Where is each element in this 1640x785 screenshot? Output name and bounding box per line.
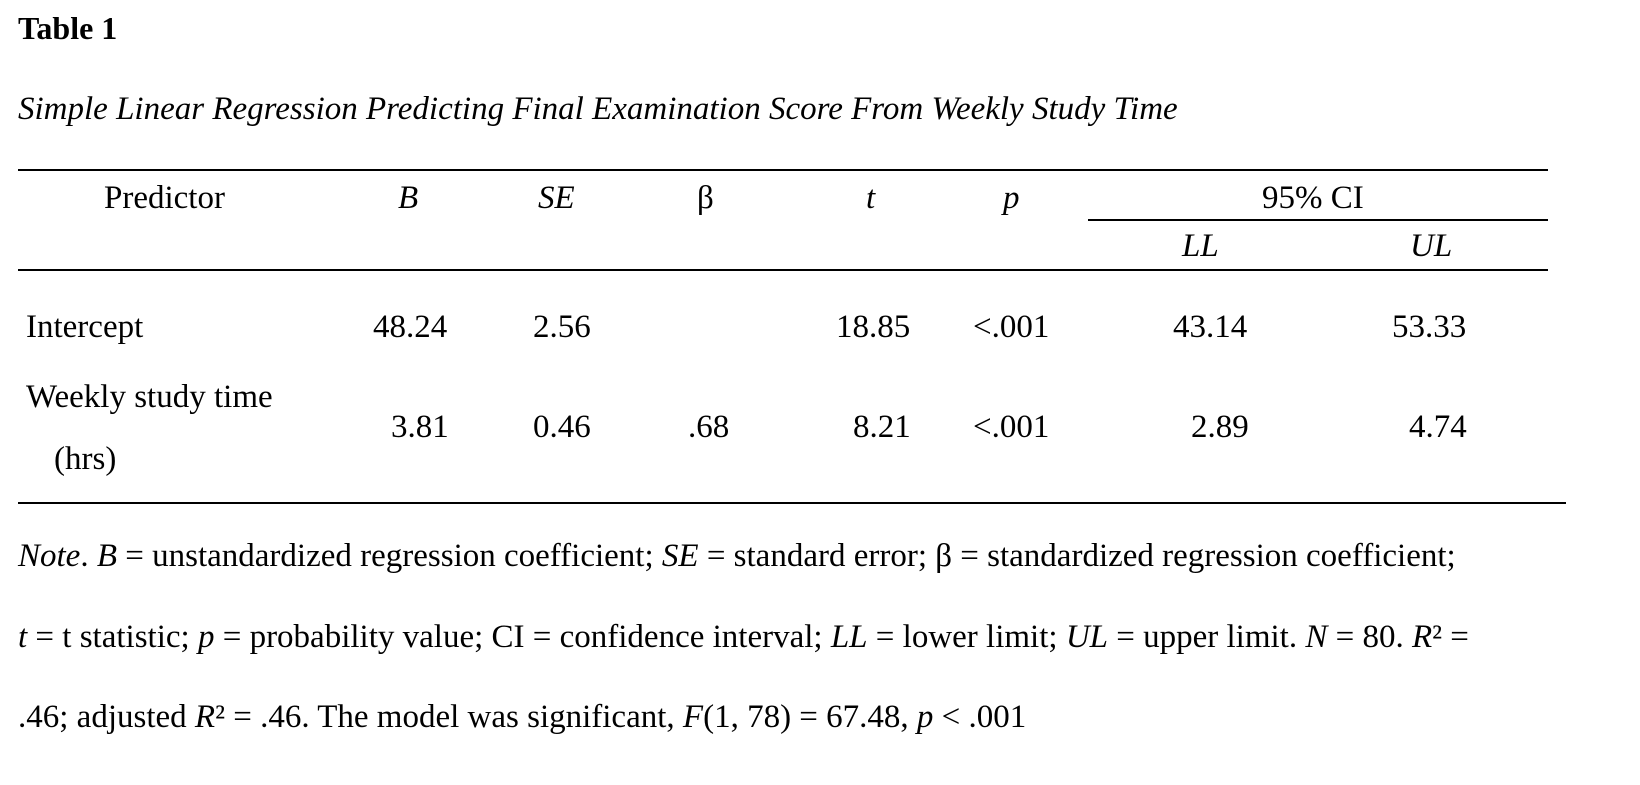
table-note-line-1: Note. B = unstandardized regression coef…	[18, 538, 1456, 574]
note-label: Note	[18, 538, 81, 574]
note-line3-start: .46; adjusted	[18, 699, 195, 735]
header-bottom-rule	[18, 269, 1548, 271]
header-ci: 95% CI	[1262, 180, 1364, 216]
note-t-definition: = t statistic;	[27, 619, 198, 655]
cell-ll: 2.89	[1191, 409, 1249, 445]
note-p2-definition: < .001	[933, 699, 1027, 735]
note-adj-r2-symbol: R	[194, 699, 216, 735]
note-se-definition: = standard error; β = standardized regre…	[698, 538, 1456, 574]
table-note-line-2: t = t statistic; p = probability value; …	[18, 619, 1469, 656]
cell-ul: 4.74	[1409, 409, 1467, 445]
header-se: SE	[538, 180, 575, 216]
note-t-symbol: t	[18, 619, 28, 655]
cell-p: <.001	[973, 409, 1050, 445]
note-adj-r2-definition: ² = .46. The model was significant,	[215, 699, 683, 735]
note-p-definition: = probability value; CI = confidence int…	[214, 619, 831, 655]
table-number: Table 1	[18, 10, 118, 46]
note-b-definition: = unstandardized regression coefficient;	[117, 538, 662, 574]
cell-p: <.001	[973, 309, 1050, 345]
note-ul-definition: = upper limit.	[1108, 619, 1306, 655]
cell-t: 18.85	[836, 309, 911, 345]
note-ll-definition: = lower limit;	[867, 619, 1066, 655]
header-ul: UL	[1410, 228, 1453, 264]
header-beta: β	[697, 180, 714, 216]
header-predictor: Predictor	[104, 180, 225, 216]
cell-beta: .68	[688, 409, 730, 445]
table-title: Simple Linear Regression Predicting Fina…	[18, 91, 1178, 127]
note-ul-symbol: UL	[1065, 619, 1108, 655]
note-r2-definition: ² =	[1432, 619, 1469, 655]
cell-se: 0.46	[533, 409, 591, 445]
note-b-symbol: B	[96, 538, 117, 574]
note-ll-symbol: LL	[830, 619, 868, 655]
note-se-symbol: SE	[661, 538, 699, 574]
note-f-definition: (1, 78) = 67.48,	[703, 699, 917, 735]
note-f-symbol: F	[682, 699, 704, 735]
cell-se: 2.56	[533, 309, 591, 345]
header-b: B	[398, 180, 419, 216]
top-rule	[18, 169, 1548, 171]
cell-b: 3.81	[391, 409, 449, 445]
table-bottom-rule	[18, 502, 1566, 504]
note-p2-symbol: p	[916, 699, 934, 735]
cell-b: 48.24	[373, 309, 448, 345]
header-ll: LL	[1182, 228, 1219, 264]
header-p: p	[1003, 180, 1020, 216]
cell-t: 8.21	[853, 409, 911, 445]
cell-predictor-line2: (hrs)	[54, 441, 117, 477]
note-p-symbol: p	[197, 619, 215, 655]
table-note-line-3: .46; adjusted R² = .46. The model was si…	[18, 699, 1026, 736]
note-n-definition: = 80.	[1327, 619, 1412, 655]
ci-spanner-rule	[1088, 219, 1548, 221]
note-r2-symbol: R	[1411, 619, 1433, 655]
note-n-symbol: N	[1305, 619, 1328, 655]
header-t: t	[866, 180, 876, 216]
cell-ul: 53.33	[1392, 309, 1467, 345]
cell-predictor: Intercept	[26, 309, 144, 345]
cell-ll: 43.14	[1173, 309, 1248, 345]
cell-predictor: Weekly study time	[26, 379, 273, 415]
